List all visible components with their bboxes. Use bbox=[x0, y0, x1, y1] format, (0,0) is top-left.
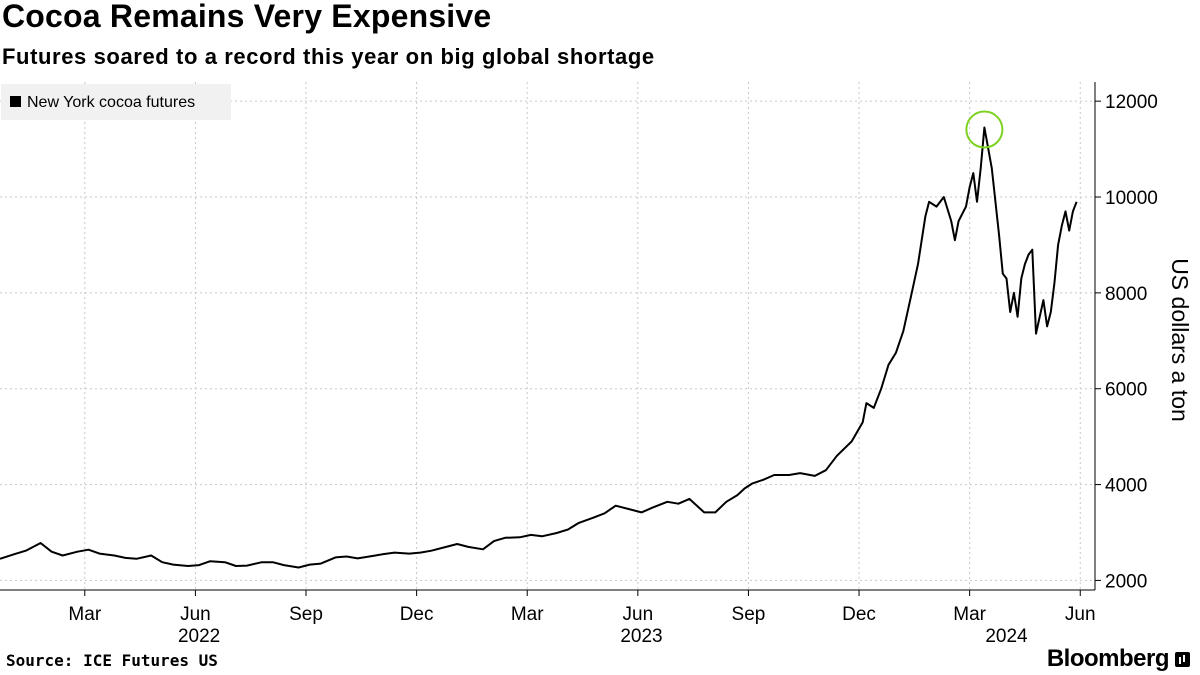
brand-name: Bloomberg bbox=[1046, 645, 1170, 672]
legend-label: New York cocoa futures bbox=[27, 94, 195, 111]
y-tick-label: 10000 bbox=[1105, 188, 1158, 209]
x-tick-label: Jun bbox=[180, 604, 211, 625]
axes: 2000 4000 6000 8000 10000 12000 Mar Jun Sep Dec Ma… bbox=[0, 82, 1158, 647]
y-axis-title: US dollars a ton bbox=[1167, 258, 1193, 422]
x-tick-label: Mar bbox=[511, 604, 544, 625]
x-tick-label: Jun bbox=[1065, 604, 1096, 625]
x-tick-label: Mar bbox=[953, 604, 986, 625]
x-tick-label: Sep bbox=[732, 604, 766, 625]
x-tick-label: Dec bbox=[400, 604, 434, 625]
chart-title: Cocoa Remains Very Expensive bbox=[2, 0, 492, 34]
y-tick-label: 4000 bbox=[1105, 476, 1147, 497]
y-tick-label: 2000 bbox=[1105, 571, 1147, 592]
series-line-new-york-cocoa-futures bbox=[0, 126, 1078, 569]
y-tick-label: 12000 bbox=[1105, 92, 1158, 113]
gridlines bbox=[0, 82, 1095, 590]
legend-swatch bbox=[10, 96, 21, 107]
y-tick-label: 8000 bbox=[1105, 284, 1147, 305]
record-high-circle bbox=[965, 110, 1004, 149]
x-tick-label: Dec bbox=[842, 604, 876, 625]
y-tick-label: 6000 bbox=[1105, 380, 1147, 401]
legend: New York cocoa futures bbox=[1, 84, 231, 120]
x-tick-label: Sep bbox=[289, 604, 323, 625]
series-layer bbox=[0, 110, 1078, 569]
legend-background bbox=[1, 84, 231, 120]
brand-logo: Bloomberg bbox=[1047, 645, 1190, 673]
x-year-label: 2022 bbox=[178, 626, 220, 647]
x-year-label: 2024 bbox=[985, 626, 1028, 647]
chart-subtitle: Futures soared to a record this year on … bbox=[2, 44, 655, 69]
x-tick-label: Mar bbox=[68, 604, 101, 625]
source-note: Source: ICE Futures US bbox=[6, 651, 218, 670]
x-tick-label: Jun bbox=[623, 604, 654, 625]
x-year-label: 2023 bbox=[620, 626, 662, 647]
bloomberg-icon bbox=[1175, 651, 1190, 667]
